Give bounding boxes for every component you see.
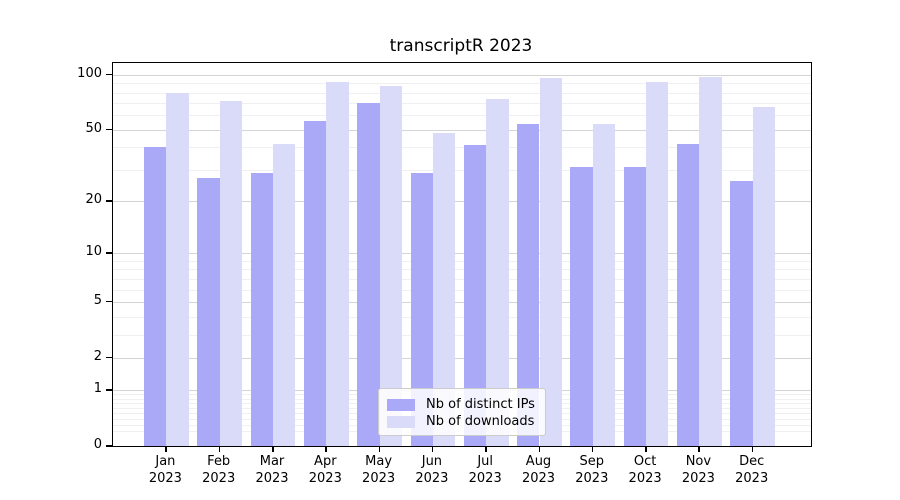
x-tick-mark bbox=[218, 446, 221, 452]
bar-sep-downloads bbox=[592, 123, 616, 446]
x-tick-mark bbox=[272, 446, 274, 452]
x-tick-mark bbox=[378, 446, 381, 452]
bar-apr-distinct-ips bbox=[303, 120, 327, 446]
y-tick-label-100: 100 bbox=[77, 65, 102, 81]
x-tick-mark bbox=[325, 446, 327, 452]
minor-gridline bbox=[113, 83, 811, 85]
y-tick-mark bbox=[106, 73, 112, 76]
y-tick-mark bbox=[106, 128, 112, 131]
legend: Nb of distinct IPs Nb of downloads bbox=[378, 388, 546, 436]
major-gridline bbox=[113, 357, 811, 359]
minor-gridline bbox=[113, 278, 811, 280]
minor-gridline bbox=[113, 103, 811, 105]
bar-jun-distinct-ips bbox=[410, 172, 433, 446]
bar-oct-downloads bbox=[646, 82, 669, 446]
y-tick-mark bbox=[106, 445, 112, 447]
x-tick-label-jan: Jan 2023 bbox=[148, 454, 182, 486]
minor-gridline bbox=[113, 169, 811, 171]
bar-apr-downloads bbox=[326, 81, 349, 446]
x-tick-label-apr: Apr 2023 bbox=[308, 454, 342, 486]
x-tick-label-jun: Jun 2023 bbox=[415, 454, 449, 486]
x-tick-mark bbox=[645, 446, 647, 452]
bar-dec-downloads bbox=[752, 106, 776, 446]
bar-oct-distinct-ips bbox=[623, 167, 647, 446]
bar-may-downloads bbox=[379, 85, 402, 446]
x-tick-mark bbox=[431, 446, 434, 452]
bar-jan-distinct-ips bbox=[144, 147, 167, 446]
bar-dec-distinct-ips bbox=[730, 180, 753, 446]
legend-label-downloads: Nb of downloads bbox=[426, 414, 535, 429]
y-tick-label-50: 50 bbox=[85, 120, 102, 136]
x-tick-mark bbox=[591, 446, 594, 452]
bar-jul-distinct-ips bbox=[463, 145, 487, 446]
y-tick-label-20: 20 bbox=[85, 192, 102, 208]
x-tick-label-nov: Nov 2023 bbox=[681, 454, 715, 486]
x-tick-mark bbox=[538, 446, 540, 452]
bar-feb-distinct-ips bbox=[197, 178, 220, 446]
y-tick-label-5: 5 bbox=[93, 292, 102, 308]
bar-nov-distinct-ips bbox=[677, 143, 700, 446]
plot-area bbox=[112, 62, 812, 447]
bar-jun-downloads bbox=[432, 133, 456, 446]
x-tick-label-sep: Sep 2023 bbox=[575, 454, 609, 486]
y-tick-label-10: 10 bbox=[85, 244, 102, 260]
y-tick-mark bbox=[106, 252, 112, 254]
x-tick-label-aug: Aug 2023 bbox=[521, 454, 556, 486]
bar-may-distinct-ips bbox=[357, 103, 380, 446]
minor-gridline bbox=[113, 147, 811, 149]
major-gridline bbox=[113, 129, 811, 131]
major-gridline bbox=[113, 253, 811, 255]
y-tick-mark bbox=[106, 300, 112, 303]
bar-feb-downloads bbox=[219, 100, 243, 446]
y-tick-label-0: 0 bbox=[93, 437, 102, 452]
x-tick-mark bbox=[165, 446, 167, 452]
x-tick-label-oct: Oct 2023 bbox=[628, 454, 662, 486]
bar-sep-distinct-ips bbox=[570, 167, 593, 446]
bar-nov-downloads bbox=[699, 77, 722, 446]
minor-gridline bbox=[113, 334, 811, 336]
bar-mar-distinct-ips bbox=[250, 172, 273, 446]
x-tick-label-feb: Feb 2023 bbox=[202, 454, 236, 486]
minor-gridline bbox=[113, 289, 811, 291]
minor-gridline bbox=[113, 115, 811, 117]
bar-jan-downloads bbox=[166, 92, 189, 446]
x-tick-label-jul: Jul 2023 bbox=[468, 454, 502, 486]
x-tick-label-may: May 2023 bbox=[362, 454, 396, 486]
x-tick-label-mar: Mar 2023 bbox=[255, 454, 289, 486]
x-tick-mark bbox=[698, 446, 700, 452]
minor-gridline bbox=[113, 316, 811, 318]
bar-aug-distinct-ips bbox=[517, 123, 540, 446]
legend-item-downloads: Nb of downloads bbox=[387, 413, 545, 430]
y-tick-mark bbox=[106, 200, 112, 202]
y-tick-mark bbox=[106, 389, 112, 391]
legend-item-distinct-ips: Nb of distinct IPs bbox=[387, 396, 545, 413]
y-tick-mark bbox=[106, 356, 112, 359]
major-gridline bbox=[113, 201, 811, 203]
legend-swatch-distinct-ips bbox=[387, 398, 415, 411]
bar-mar-downloads bbox=[273, 143, 296, 446]
x-tick-mark bbox=[751, 446, 754, 452]
x-tick-mark bbox=[485, 446, 487, 452]
minor-gridline bbox=[113, 260, 811, 262]
legend-swatch-downloads bbox=[387, 415, 415, 428]
major-gridline bbox=[113, 74, 811, 76]
bar-aug-downloads bbox=[539, 78, 562, 446]
y-tick-label-2: 2 bbox=[93, 348, 102, 364]
bar-jul-downloads bbox=[486, 98, 509, 446]
major-gridline bbox=[113, 301, 811, 303]
chart-title: transcriptR 2023 bbox=[389, 36, 533, 56]
x-tick-label-dec: Dec 2023 bbox=[735, 454, 769, 486]
y-tick-label-1: 1 bbox=[93, 381, 102, 397]
minor-gridline bbox=[113, 269, 811, 271]
minor-gridline bbox=[113, 92, 811, 94]
legend-label-distinct-ips: Nb of distinct IPs bbox=[426, 397, 535, 412]
